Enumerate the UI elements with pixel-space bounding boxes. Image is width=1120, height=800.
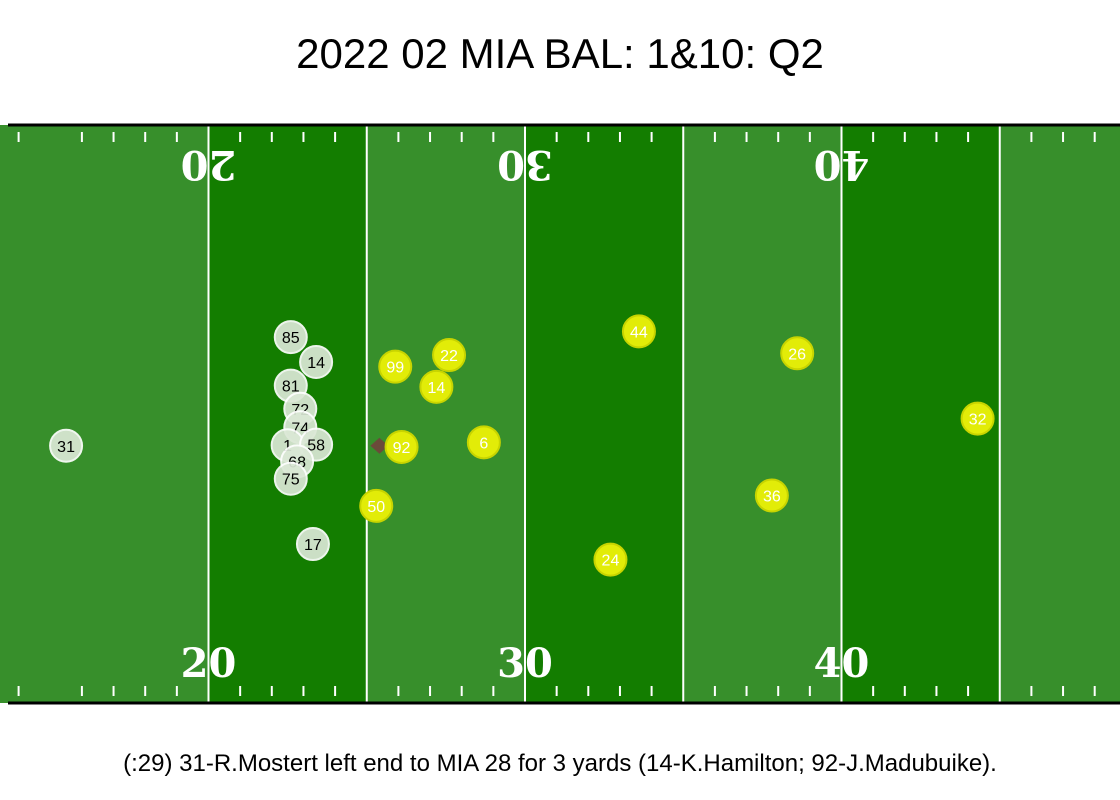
defense-player-number: 24 [602,553,620,570]
field-stripe [366,125,525,703]
defense-player-92: 92 [384,429,419,464]
field-border [8,123,1120,705]
defense-player-marker [378,349,413,384]
defense-player-marker [621,314,656,349]
offense-player-marker [273,461,308,496]
yard-number-top: 40 [814,141,870,188]
yard-number-top: 30 [497,141,553,188]
ball-layer [370,437,389,454]
defense-player-26: 26 [780,336,815,371]
offense-player-85: 85 [273,320,308,355]
defense-player-number: 6 [479,435,488,452]
field-stripe [0,125,209,703]
defense-player-number: 44 [630,324,648,341]
defense-player-marker [419,369,454,404]
yard-numbers: 20 30 40 20 30 40 [181,141,870,687]
defense-player-number: 22 [440,348,458,365]
defense-player-99: 99 [378,349,413,384]
field-stripe [999,125,1120,703]
defense-player-number: 36 [763,488,781,505]
play-title: 2022 02 MIA BAL: 1&10: Q2 [296,30,824,77]
yard-number-bottom: 20 [181,640,237,687]
hash-marks [17,132,1096,696]
play-description: (:29) 31-R.Mostert left end to MIA 28 fo… [123,750,997,777]
field-stripe [683,125,842,703]
offense-player-number: 17 [304,537,322,554]
defense-player-marker [384,429,419,464]
field-stripe [525,125,684,703]
offense-player-14: 14 [299,344,334,379]
offense-player-31: 31 [49,428,84,463]
yard-number-bottom: 30 [497,640,553,687]
offense-player-17: 17 [295,527,330,562]
defense-player-32: 32 [960,401,995,436]
offense-player-number: 85 [282,330,300,347]
defense-player-44: 44 [621,314,656,349]
defense-player-marker [432,338,467,373]
offense-player-75: 75 [273,461,308,496]
offense-player-marker [299,344,334,379]
field-stripes [0,125,1120,703]
yard-lines [207,125,1001,703]
defense-player-6: 6 [466,425,501,460]
defense-player-number: 92 [393,440,411,457]
defense-player-marker [466,425,501,460]
offense-player-number: 14 [307,355,325,372]
offense-player-number: 1 [283,438,292,455]
defense-player-36: 36 [754,478,789,513]
defense-player-marker [754,478,789,513]
defense-player-number: 14 [427,380,445,397]
defense-player-22: 22 [432,338,467,373]
offense-player-marker [273,320,308,355]
defense-player-number: 26 [788,346,806,363]
defense-player-marker [780,336,815,371]
offense-player-number: 75 [282,472,300,489]
offense-player-number: 81 [282,379,300,396]
offense-player-number: 31 [57,439,75,456]
players-layer: 8514817274158687517319922144426926325036… [49,314,995,577]
defense-player-marker [593,542,628,577]
defense-player-marker [359,488,394,523]
defense-player-14: 14 [419,369,454,404]
yard-number-bottom: 40 [814,640,870,687]
defense-player-number: 50 [367,499,385,516]
defense-player-number: 99 [386,360,404,377]
yard-number-top: 20 [181,141,237,188]
defense-player-number: 32 [969,412,987,429]
offense-player-marker [49,428,84,463]
football-ball [370,437,389,454]
offense-player-marker [295,527,330,562]
offense-player-number: 58 [307,438,325,455]
defense-player-24: 24 [593,542,628,577]
defense-player-marker [960,401,995,436]
defense-player-50: 50 [359,488,394,523]
